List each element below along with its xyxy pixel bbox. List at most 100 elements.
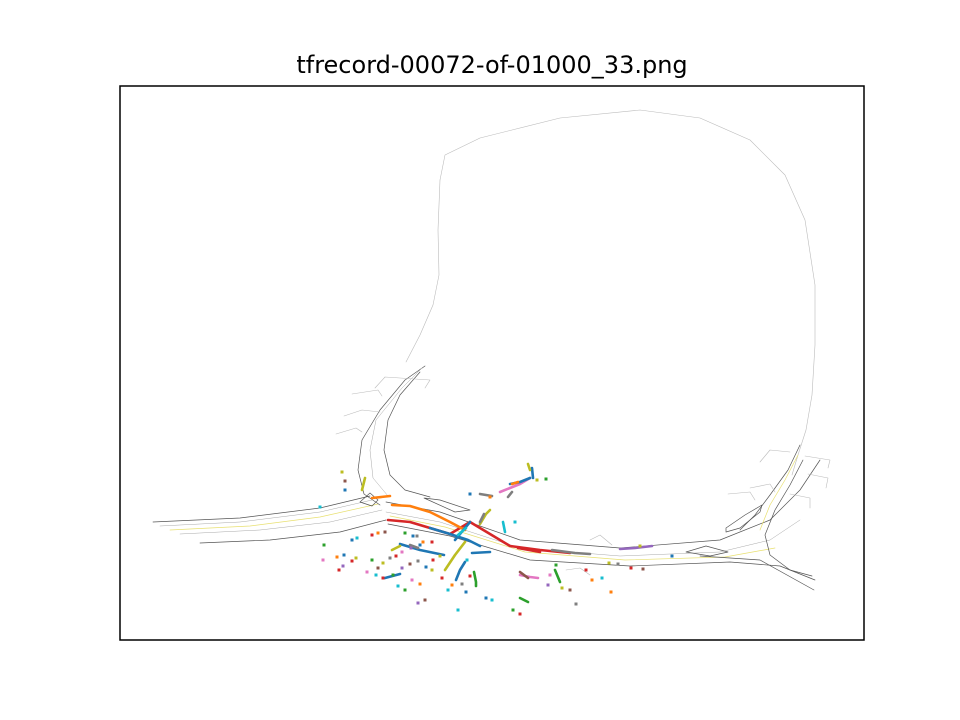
agent-point-43 [431,558,435,562]
road-spur-west-3 [335,427,363,435]
agent-trajectory-8 [443,540,467,572]
agent-point-69 [584,568,588,572]
road-spur-south-2 [565,567,591,576]
agent-trajectory-1 [468,520,572,555]
agent-trajectory-11 [478,512,486,524]
agent-point-29 [411,534,415,538]
road-main-road-yellow [389,515,776,561]
agent-point-19 [321,558,325,562]
agent-point-71 [609,590,613,594]
agent-trajectory-16 [456,526,468,537]
agent-point-7 [343,488,347,492]
agent-point-41 [416,559,420,563]
agent-point-33 [430,540,434,544]
agent-point-70 [600,576,604,580]
road-island-west [359,492,379,507]
agent-point-47 [396,584,400,588]
agent-trajectory-13 [618,544,654,551]
agent-point-13 [370,533,374,537]
road-main-road-far-south [699,555,815,591]
agent-point-55 [464,590,468,594]
road-ramp-east-inner [764,459,813,577]
road-island-south [685,545,729,557]
agent-point-73 [616,562,620,566]
agent-point-21 [341,564,345,568]
agent-trajectory-30 [506,490,514,499]
chart-title: tfrecord-00072-of-01000_33.png [296,51,687,79]
agent-trajectory-19 [518,596,530,604]
agent-point-9 [322,543,326,547]
agent-point-34 [418,543,422,547]
agent-point-75 [641,567,645,571]
agent-point-38 [391,573,395,577]
agent-point-63 [546,583,550,587]
agent-point-79 [430,568,434,572]
road-highway-west-lane2 [179,509,383,535]
agent-trajectory-31 [510,480,520,486]
agent-point-16 [342,553,346,557]
agent-point-23 [376,566,380,570]
agent-point-46 [418,582,422,586]
agent-point-12 [383,530,387,534]
road-ramp-east-yellow [759,454,799,531]
road-main-road-south-edge [387,523,816,581]
agent-point-67 [574,602,578,606]
agent-point-8 [318,505,322,509]
agent-point-2 [535,478,539,482]
agent-points-layer [318,470,674,616]
plot-area [119,85,865,641]
agent-trajectory-29 [526,462,532,472]
agent-point-15 [335,555,339,559]
agent-point-28 [403,531,407,535]
axes-frame [119,85,865,641]
agent-trajectory-26 [390,544,402,552]
agent-trajectory-23 [454,560,467,582]
agent-point-30 [415,534,419,538]
agent-point-14 [355,536,359,540]
agent-point-3 [544,477,548,481]
road-spur-west-1 [374,376,431,389]
agent-point-26 [394,554,398,558]
agent-trajectory-2 [390,503,467,532]
road-ramp-north-center [369,367,423,497]
trajectories-layer [360,462,654,604]
agent-point-74 [629,566,633,570]
road-spur-east-1 [759,449,791,463]
agent-point-32 [421,540,425,544]
road-spur-east-6 [789,493,811,509]
agent-trajectory-22 [518,570,530,580]
road-spur-east-2 [804,455,831,469]
agent-point-58 [484,596,488,600]
agent-point-39 [400,566,404,570]
agent-point-54 [460,582,464,586]
agent-point-68 [590,578,594,582]
agent-trajectory-3 [370,494,392,500]
road-spur-south-1 [589,534,613,546]
agent-point-78 [465,558,469,562]
agent-point-11 [376,531,380,535]
agent-point-27 [400,550,404,554]
agent-trajectory-7 [470,550,492,555]
axes-background [120,86,864,640]
agent-point-72 [607,561,611,565]
road-highway-west-outer [152,495,371,523]
road-highway-west-yellow [169,503,379,531]
agent-point-57 [456,608,460,612]
road-ramp-north-outer [357,365,426,506]
agent-point-4 [513,520,517,524]
road-highway-west-inner [199,519,387,544]
agent-trajectory-20 [472,570,478,588]
road-highway-west-lane1 [159,499,373,527]
agent-point-48 [403,588,407,592]
agent-point-66 [568,588,572,592]
agent-point-18 [350,559,354,563]
agent-point-45 [410,578,414,582]
agent-trajectory-15 [501,520,507,534]
agent-point-17 [354,556,358,560]
road-spur-west-2 [343,409,381,417]
agent-point-36 [374,573,378,577]
agent-point-42 [424,565,428,569]
road-main-road-center [385,511,801,557]
agent-point-10 [350,538,354,542]
agent-point-60 [511,608,515,612]
